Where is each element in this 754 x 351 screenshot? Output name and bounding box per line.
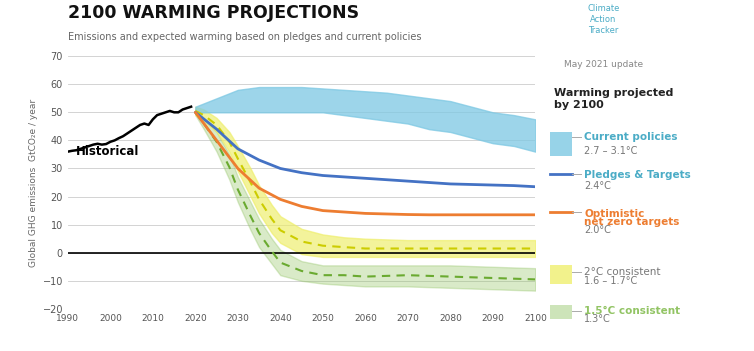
Text: 2.7 – 3.1°C: 2.7 – 3.1°C (584, 146, 638, 155)
Text: Current policies: Current policies (584, 132, 678, 141)
Text: Warming projected
by 2100: Warming projected by 2100 (554, 88, 673, 110)
Text: 2100 WARMING PROJECTIONS: 2100 WARMING PROJECTIONS (68, 4, 359, 21)
Text: Historical: Historical (76, 145, 139, 158)
Text: 1.3°C: 1.3°C (584, 314, 611, 324)
Text: 2.4°C: 2.4°C (584, 181, 611, 191)
Text: net zero targets: net zero targets (584, 217, 679, 226)
Text: 1.5°C consistent: 1.5°C consistent (584, 306, 680, 316)
Text: 2.0°C: 2.0°C (584, 225, 611, 234)
Text: Climate
Action
Tracker: Climate Action Tracker (587, 4, 619, 35)
Text: Optimistic: Optimistic (584, 209, 645, 219)
Y-axis label: Global GHG emissions  GtCO₂e / year: Global GHG emissions GtCO₂e / year (29, 99, 38, 266)
Text: 1.6 – 1.7°C: 1.6 – 1.7°C (584, 276, 638, 285)
Text: Emissions and expected warming based on pledges and current policies: Emissions and expected warming based on … (68, 32, 421, 41)
Text: May 2021 update: May 2021 update (564, 60, 642, 69)
Text: 2°C consistent: 2°C consistent (584, 267, 661, 277)
Text: Pledges & Targets: Pledges & Targets (584, 170, 691, 180)
